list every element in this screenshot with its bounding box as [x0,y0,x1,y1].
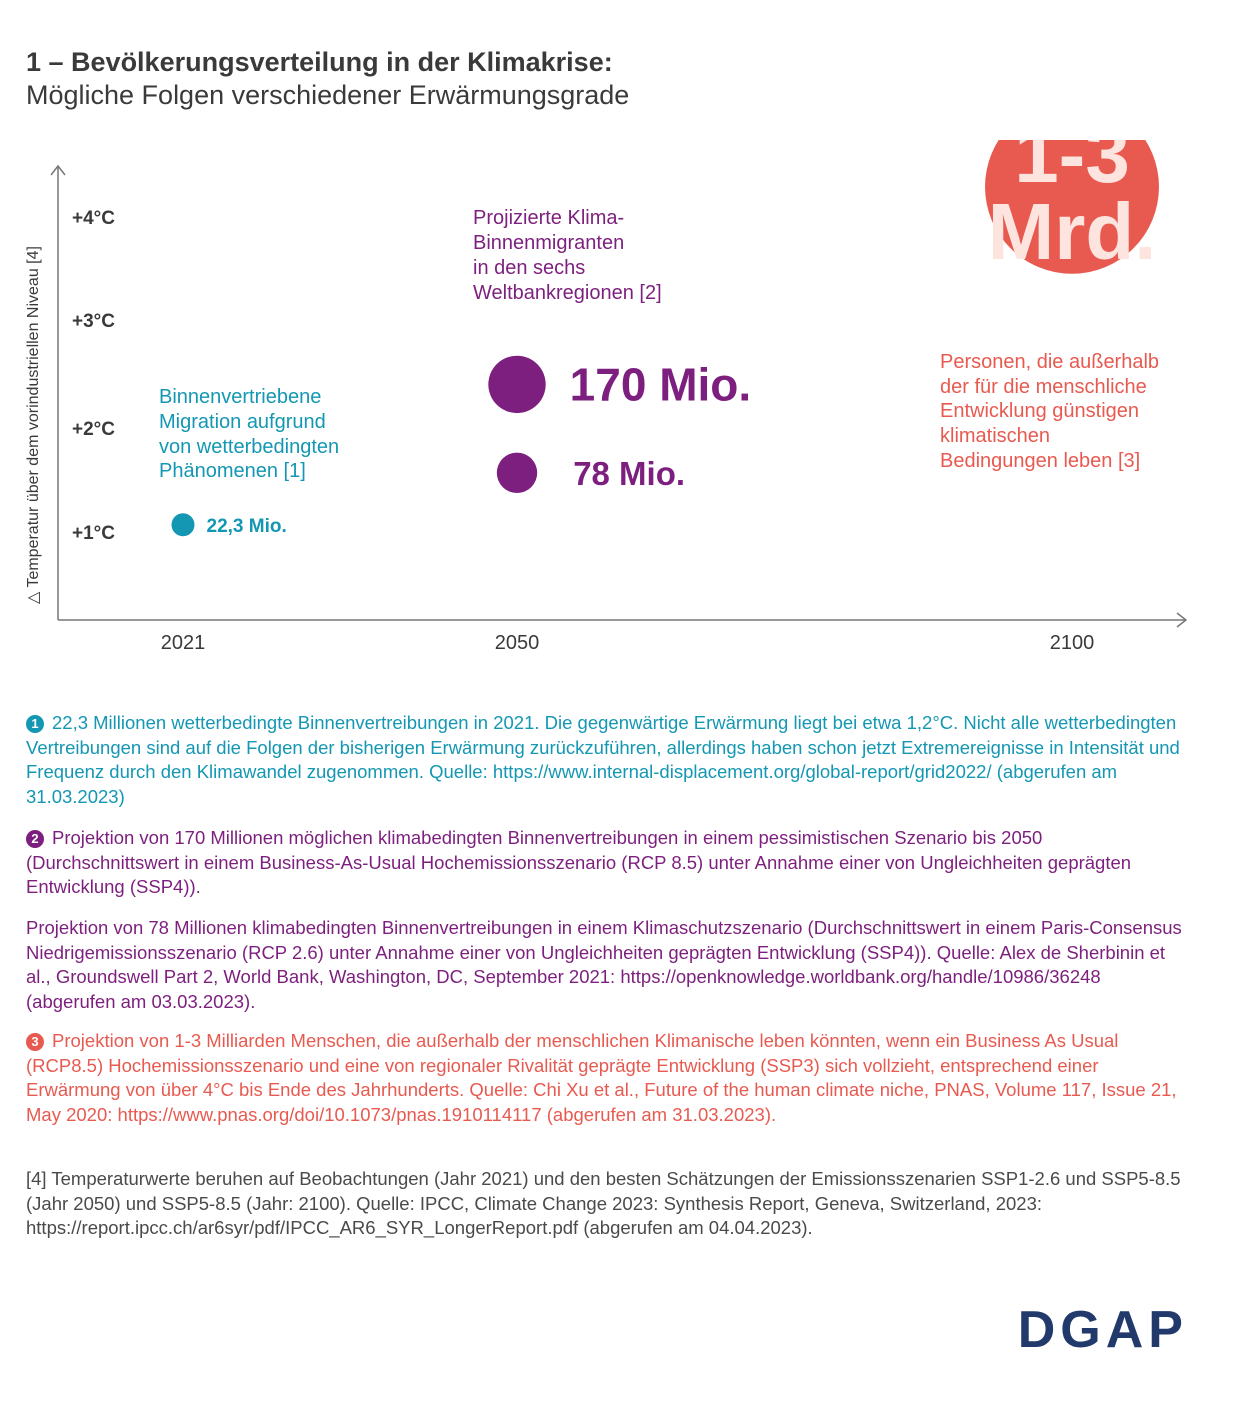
bubble-chart: △ Temperatur über dem vorindustriellen N… [25,140,1188,654]
y-axis-arrow [50,164,66,176]
title-line-1: 1 – Bevölkerungsverteilung in der Klimak… [26,47,613,77]
footnote-1-text: 22,3 Millionen wetterbedingte Binnenvert… [26,712,1180,807]
footnote-1-badge: 1 [26,715,44,733]
footnote-3-text: Projektion von 1-3 Milliarden Menschen, … [26,1030,1177,1125]
label-2021-22-3-mio: 22,3 Mio. [207,516,287,537]
label-2050-78-mio: 78 Mio. [573,455,685,492]
footnote-2: 2 Projektion von 170 Millionen möglichen … [26,826,1189,900]
point-2050-170-mio [488,355,546,414]
y-tick-4: +4°C [72,208,115,229]
page-title: 1 – Bevölkerungsverteilung in der Klimak… [26,46,629,112]
label-2100-line-2: Mrd. [988,187,1157,276]
footnote-1: 1 22,3 Millionen wetterbedingte Binnenver… [26,711,1189,809]
x-tick-2021: 2021 [161,632,206,654]
y-tick-1: +1°C [72,523,115,544]
point-2021-22-3-mio [171,513,195,537]
y-tick-3: +3°C [72,311,115,332]
y-axis-label: △ Temperatur über dem vorindustriellen N… [25,246,42,604]
footnote-2-badge: 2 [26,830,44,848]
title-line-2: Mögliche Folgen verschiedener Erwärmungs… [26,80,630,110]
footnote-3: 3 Projektion von 1-3 Milliarden Menschen,… [26,1029,1189,1127]
footnote-4: [4] Temperaturwerte beruhen auf Beobacht… [26,1168,1181,1238]
y-tick-2: +2°C [72,419,115,440]
footnote-3-badge: 3 [26,1033,44,1051]
label-2100-line-1: 1-3 [1014,140,1130,199]
dgap-logo: DGAP [1017,1301,1188,1359]
footnote-2b: Projektion von 78 Millionen klimabedingt… [26,917,1182,1012]
point-2050-78-mio [496,452,538,494]
annotation-teal: Binnenvertriebene Migration aufgrund von… [159,386,345,482]
point-2100-1-3-mrd [985,140,1159,274]
annotation-purple: Projizierte Klima- Binnenmigranten in de… [473,207,662,304]
x-axis-arrow [1176,612,1188,628]
x-tick-2050: 2050 [495,632,540,654]
label-2050-170-mio: 170 Mio. [570,358,752,410]
x-tick-2100: 2100 [1050,632,1095,654]
annotation-red: Personen, die außerhalb der für die mens… [940,351,1165,472]
footnote-2-text: Projektion von 170 Millionen möglichen k… [26,827,1132,897]
